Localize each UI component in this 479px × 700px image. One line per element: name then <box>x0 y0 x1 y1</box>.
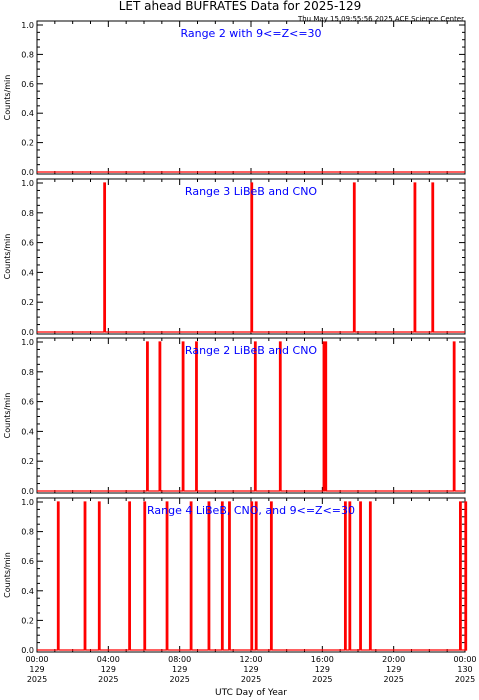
y-tick-label: 1.0 <box>21 21 34 30</box>
x-tick-time: 12:00 <box>239 655 262 664</box>
x-tick-doy: 129 <box>315 665 330 674</box>
x-tick-doy: 129 <box>172 665 187 674</box>
x-tick-year: 2025 <box>169 675 189 684</box>
figure-title: LET ahead BUFRATES Data for 2025-129 <box>119 0 361 13</box>
panel-title: Range 3 LiBeB and CNO <box>185 185 317 198</box>
x-tick-doy: 130 <box>457 665 472 674</box>
y-tick-label: 0.6 <box>21 239 34 248</box>
y-tick-label: 0.4 <box>21 109 34 118</box>
y-tick-label: 0.8 <box>21 368 34 377</box>
x-tick-time: 04:00 <box>97 655 120 664</box>
y-tick-label: 0.4 <box>21 587 34 596</box>
timestamp: Thu May 15 09:55:56 2025 ACE Science Cen… <box>297 15 464 23</box>
y-tick-label: 0.4 <box>21 427 34 436</box>
data-trace <box>37 341 465 492</box>
y-tick-label: 0.0 <box>21 487 34 496</box>
panel-2: 0.0 0.2 0.4 0.6 0.8 1.0 Counts/min Range 3 LiBe… <box>3 178 466 337</box>
x-axis-label: UTC Day of Year <box>215 688 287 698</box>
x-tick-year: 2025 <box>312 675 332 684</box>
panels-group: 0.0 0.2 0.4 0.6 0.8 1.0 Counts/min Range 2 with… <box>3 20 468 655</box>
x-tick-time: 08:00 <box>168 655 191 664</box>
y-tick-label: 0.6 <box>21 398 34 407</box>
y-tick-label: 0.2 <box>21 616 34 625</box>
x-tick-year: 2025 <box>383 675 403 684</box>
y-axis-label: Counts/min <box>3 234 12 280</box>
x-tick-doy: 129 <box>243 665 258 674</box>
panel-3: 0.0 0.2 0.4 0.6 0.8 1.0 Counts/min Range 2 LiBe… <box>3 337 466 496</box>
x-tick-doy: 129 <box>101 665 116 674</box>
panel-1: 0.0 0.2 0.4 0.6 0.8 1.0 Counts/min Range 2 with… <box>3 20 466 177</box>
x-tick-year: 2025 <box>455 675 475 684</box>
y-tick-label: 0.2 <box>21 139 34 148</box>
x-tick-time: 16:00 <box>311 655 334 664</box>
y-tick-label: 1.0 <box>21 498 34 507</box>
x-tick-doy: 129 <box>29 665 44 674</box>
y-tick-label: 0.0 <box>21 328 34 337</box>
x-tick-time: 00:00 <box>453 655 476 664</box>
y-tick-label: 0.6 <box>21 557 34 566</box>
x-tick-year: 2025 <box>98 675 118 684</box>
y-tick-label: 0.8 <box>21 50 34 59</box>
y-tick-label: 0.2 <box>21 457 34 466</box>
y-tick-label: 0.6 <box>21 80 34 89</box>
y-tick-label: 0.0 <box>21 646 34 655</box>
x-axis-labels: 00:00129202504:00129202508:00129202512:0… <box>25 655 476 684</box>
y-tick-label: 1.0 <box>21 179 34 188</box>
y-axis-label: Counts/min <box>3 393 12 439</box>
x-tick-time: 20:00 <box>382 655 405 664</box>
y-tick-label: 0.8 <box>21 209 34 218</box>
panel-title: Range 4 LiBeB, CNO, and 9<=Z<=30 <box>147 504 355 517</box>
y-tick-label: 1.0 <box>21 338 34 347</box>
panel-title: Range 2 LiBeB and CNO <box>185 344 317 357</box>
y-tick-label: 0.2 <box>21 298 34 307</box>
y-tick-label: 0.8 <box>21 528 34 537</box>
x-tick-year: 2025 <box>27 675 47 684</box>
x-tick-year: 2025 <box>241 675 261 684</box>
x-tick-time: 00:00 <box>25 655 48 664</box>
y-tick-label: 0.0 <box>21 168 34 177</box>
panel-frame <box>36 20 466 175</box>
panel-frame <box>36 337 466 494</box>
y-tick-label: 0.4 <box>21 268 34 277</box>
y-axis-label: Counts/min <box>3 552 12 598</box>
x-tick-doy: 129 <box>386 665 401 674</box>
y-axis-label: Counts/min <box>3 75 12 121</box>
panel-4: 0.0 0.2 0.4 0.6 0.8 1.0 Counts/min Range 4 LiBe… <box>3 497 468 655</box>
panel-title: Range 2 with 9<=Z<=30 <box>180 27 321 40</box>
